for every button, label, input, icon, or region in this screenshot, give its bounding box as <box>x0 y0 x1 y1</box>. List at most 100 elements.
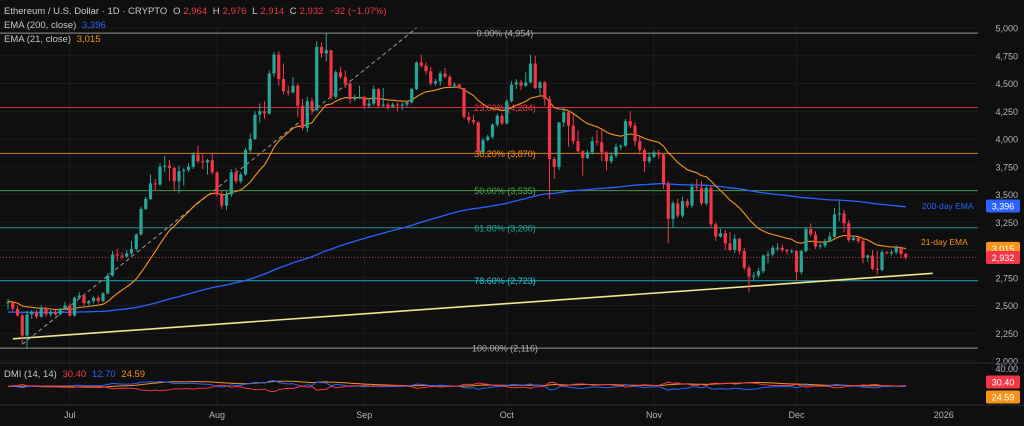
candle <box>657 150 661 159</box>
candle-body <box>714 224 718 237</box>
candle-body <box>353 97 357 100</box>
candle <box>220 191 224 209</box>
price-axis[interactable]: 2,0002,2502,5002,7503,0003,2503,5003,750… <box>979 0 1024 426</box>
candle <box>234 167 238 184</box>
candle-body <box>585 152 590 158</box>
candle-body <box>210 160 214 173</box>
candle <box>210 153 214 175</box>
candle-body <box>191 154 195 167</box>
time-axis[interactable]: Jul Aug Sep Oct Nov Dec 2026 <box>0 404 1024 420</box>
candle <box>771 245 775 257</box>
candle <box>11 301 15 312</box>
candle-body <box>813 234 818 247</box>
candle-body <box>153 183 157 185</box>
candle <box>585 150 590 159</box>
dmi-legend[interactable]: DMI (14, 14) 30.40 12.70 24.59 <box>4 369 148 380</box>
candle-body <box>386 104 390 107</box>
candle <box>609 152 613 164</box>
candle-body <box>248 139 252 151</box>
candle <box>619 144 623 151</box>
candle <box>885 251 889 255</box>
candle-body <box>547 99 552 159</box>
candle <box>790 248 794 254</box>
candle <box>747 265 751 293</box>
time-tick-label: Sep <box>356 410 372 420</box>
candle-body <box>324 50 328 54</box>
candle-body <box>467 116 471 121</box>
candle <box>709 185 713 228</box>
candle <box>68 303 72 317</box>
candle <box>215 171 219 197</box>
candle-body <box>258 111 262 115</box>
candle-body <box>343 76 347 84</box>
candle <box>362 95 366 110</box>
candle <box>286 85 290 96</box>
candle-body <box>761 255 765 272</box>
candle-body <box>619 145 623 147</box>
price-tag: 2,932 <box>986 251 1020 265</box>
candle <box>904 252 908 260</box>
candle <box>566 110 571 147</box>
candle-body <box>524 82 528 86</box>
candle <box>334 70 338 100</box>
candle <box>15 305 20 317</box>
candle-body <box>676 203 680 216</box>
candle <box>581 150 585 176</box>
ema200-line <box>7 183 906 314</box>
candle <box>533 55 537 90</box>
candle <box>514 79 518 90</box>
candle-body <box>367 103 371 106</box>
candle <box>391 102 395 108</box>
candle <box>120 252 124 259</box>
candle-body <box>880 252 884 270</box>
candle <box>870 250 875 270</box>
candle-body <box>182 170 186 172</box>
candle-body <box>381 104 385 106</box>
candle <box>889 250 894 256</box>
candle <box>433 79 438 86</box>
candle-body <box>395 104 400 106</box>
candle <box>20 313 24 345</box>
candle <box>505 99 509 125</box>
ema200-legend[interactable]: EMA (200, close) 3,396 <box>4 20 109 31</box>
candle <box>766 251 770 264</box>
candle <box>452 82 457 88</box>
candle-body <box>638 141 642 151</box>
candle-body <box>514 82 518 85</box>
dmi-tag-text: 24.59 <box>992 393 1015 403</box>
candle <box>894 245 898 255</box>
candle <box>633 122 637 146</box>
candle-body <box>68 305 72 316</box>
candle <box>837 201 841 222</box>
candle-body <box>267 73 271 114</box>
candle <box>205 158 210 175</box>
candle <box>804 227 808 253</box>
candle-body <box>58 308 62 315</box>
dmi-tick-label: 40.00 <box>995 364 1018 374</box>
candle-body <box>158 166 162 185</box>
candle-body <box>53 312 58 315</box>
candle-body <box>600 142 604 153</box>
price-tick-label: 3,750 <box>995 162 1018 172</box>
candle <box>457 83 461 90</box>
price-tick-label: 4,000 <box>995 135 1018 145</box>
candle <box>167 160 172 182</box>
dmi-tag-bg <box>986 375 1020 389</box>
candle-body <box>357 96 362 98</box>
candle <box>163 155 167 173</box>
candle <box>547 95 552 199</box>
candle-body <box>186 166 191 171</box>
dmi-value-3: 24.59 <box>121 369 146 380</box>
candle-body <box>391 104 395 107</box>
price-tag-bg <box>986 199 1020 213</box>
ema21-legend[interactable]: EMA (21, close) 3,015 <box>4 34 103 45</box>
candle-body <box>476 122 480 153</box>
candle-body <box>528 63 533 83</box>
candle-body <box>519 82 523 86</box>
candle <box>372 85 376 106</box>
fib-label: 78.60% (2,723) <box>474 276 536 286</box>
annotations: 200-day EMA 21-day EMA <box>921 201 974 247</box>
candle-body <box>172 167 176 182</box>
